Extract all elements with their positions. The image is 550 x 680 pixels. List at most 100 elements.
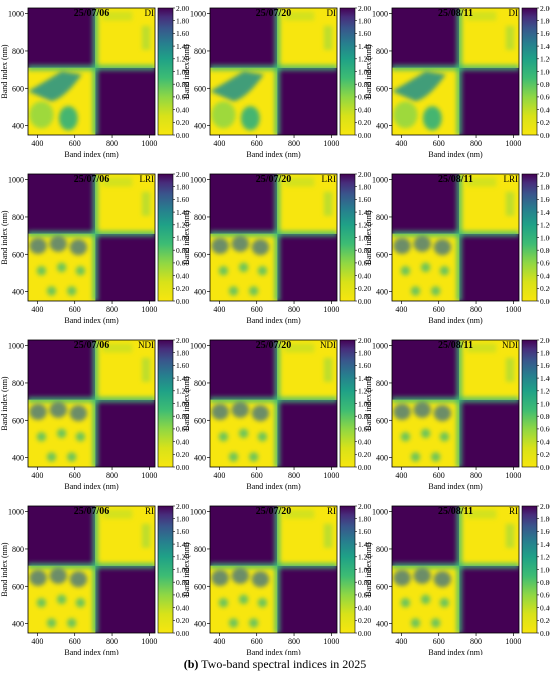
y-tick-label: 600: [376, 84, 388, 93]
texture-blob: [29, 101, 54, 129]
region-high: [277, 67, 337, 135]
colorbar-tick-label: 1.40: [540, 374, 550, 383]
x-tick-label: 1000: [141, 637, 157, 646]
colorbar-tick-label: 2.00: [540, 336, 550, 345]
panel-title: 25/08/11: [438, 340, 473, 351]
colorbar-tick-label: 0.80: [358, 246, 371, 255]
x-tick-label: 800: [288, 471, 300, 480]
x-tick-label: 1000: [505, 305, 521, 314]
colorbar-tick-label: 0.20: [358, 118, 371, 127]
y-tick-label: 800: [12, 47, 24, 56]
x-tick-label: 800: [106, 139, 118, 148]
plot-frame: [27, 7, 156, 136]
texture-blob: [29, 237, 47, 254]
transition-band: [274, 8, 281, 135]
colorbar-tick-label: 0.80: [540, 80, 550, 89]
texture-blob: [102, 177, 133, 187]
panel-title: 25/07/20: [256, 506, 292, 517]
colorbar-tick-label: 1.20: [176, 387, 189, 396]
texture-blob: [49, 235, 67, 252]
texture-blob: [430, 286, 441, 296]
colorbar: [521, 7, 538, 136]
region-high: [459, 565, 519, 633]
colorbar-tick-label: 1.60: [176, 361, 189, 370]
texture-blob: [420, 262, 431, 273]
texture-blob: [102, 343, 133, 353]
colorbar-tick-label: 1.00: [540, 67, 550, 76]
y-tick-label: 400: [376, 122, 388, 131]
texture-blob: [211, 569, 229, 586]
region-high: [459, 233, 519, 301]
plot-frame: [209, 7, 338, 136]
colorbar-tick-label: 0.20: [540, 118, 550, 127]
y-tick-label: 1000: [8, 508, 24, 517]
colorbar-tick-label: 1.60: [540, 361, 550, 370]
colorbar: [521, 173, 538, 302]
colorbar-tick-label: 1.40: [176, 42, 189, 51]
colorbar-tick-label: 0.40: [540, 437, 550, 446]
y-tick-label: 800: [376, 47, 388, 56]
colorbar: [339, 339, 356, 468]
colorbar-tick-label: 1.80: [176, 515, 189, 524]
texture-blob: [251, 405, 270, 422]
colorbar-tick-label: 1.80: [358, 515, 371, 524]
y-tick-label: 800: [12, 379, 24, 388]
texture-blob: [466, 11, 497, 21]
colorbar-tick-label: 1.60: [358, 527, 371, 536]
colorbar-tick-label: 1.20: [540, 387, 550, 396]
colorbar: [339, 505, 356, 634]
colorbar-tick-label: 2.00: [176, 170, 189, 179]
texture-blob: [393, 403, 411, 420]
x-tick-label: 600: [69, 139, 81, 148]
x-tick-label: 1000: [323, 471, 339, 480]
panel-title: 25/07/20: [256, 8, 292, 19]
x-tick-label: 600: [69, 637, 81, 646]
transition-band: [274, 506, 281, 633]
texture-blob: [284, 343, 315, 353]
texture-blob: [505, 191, 515, 216]
index-label: LRI: [140, 174, 155, 184]
texture-blob: [102, 509, 133, 519]
y-tick-label: 600: [376, 582, 388, 591]
heatmap-panel: 25/07/06 DI 400 600 800 1000 400 600 800 1000 Band…: [0, 4, 189, 159]
texture-blob: [210, 71, 264, 102]
texture-blob: [439, 598, 450, 608]
texture-blob: [393, 569, 411, 586]
texture-blob: [284, 11, 315, 21]
colorbar-tick-label: 1.40: [540, 208, 550, 217]
colorbar-tick-label: 1.40: [176, 208, 189, 217]
transition-band: [392, 562, 519, 569]
panel-title: 25/07/20: [256, 174, 292, 185]
heatmap-panel: 25/07/20 RI 400 600 800 1000 400 600 800 1000 Band…: [182, 502, 371, 657]
colorbar-tick-label: 0.60: [176, 93, 189, 102]
x-tick-label: 600: [69, 305, 81, 314]
region-high: [277, 399, 337, 467]
colorbar-tick-label: 1.60: [176, 29, 189, 38]
texture-blob: [46, 618, 57, 628]
texture-blob: [410, 286, 421, 296]
texture-blob: [29, 569, 47, 586]
texture-blob: [323, 523, 333, 548]
colorbar-tick-label: 1.80: [540, 515, 550, 524]
colorbar-tick-label: 1.80: [176, 183, 189, 192]
x-tick-label: 800: [470, 637, 482, 646]
colorbar-tick-label: 0.80: [358, 578, 371, 587]
colorbar: [157, 173, 174, 302]
transition-band: [456, 8, 463, 135]
colorbar-tick-label: 0.40: [176, 105, 189, 114]
y-axis-label: Band index (nm): [182, 376, 191, 431]
x-axis-label: Band index (nm): [246, 316, 301, 325]
texture-blob: [228, 618, 239, 628]
colorbar-tick-label: 0.00: [540, 629, 550, 638]
caption-text: Two-band spectral indices in 2025: [201, 657, 367, 671]
colorbar-tick-label: 1.40: [358, 374, 371, 383]
texture-blob: [393, 237, 411, 254]
texture-blob: [46, 452, 57, 462]
texture-blob: [231, 567, 249, 584]
colorbar-tick-label: 0.60: [358, 93, 371, 102]
y-tick-label: 400: [194, 454, 206, 463]
colorbar-tick-label: 1.80: [358, 183, 371, 192]
transition-band: [28, 396, 155, 403]
texture-blob: [251, 571, 270, 588]
